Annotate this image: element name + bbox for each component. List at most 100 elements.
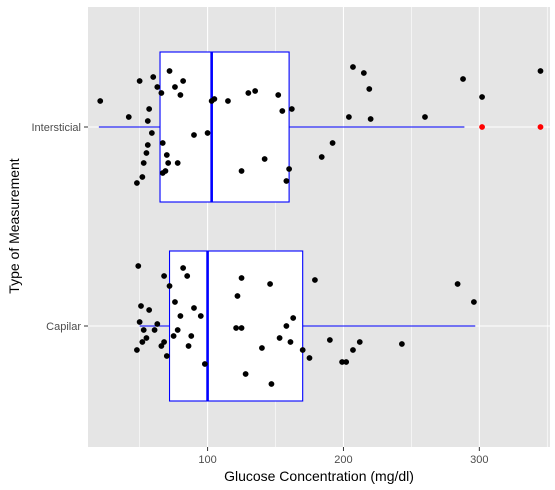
- points-layer: [97, 64, 544, 387]
- data-point-capilar: [238, 325, 245, 331]
- data-point-intersticial: [360, 70, 367, 76]
- data-point-intersticial: [422, 114, 428, 120]
- data-point-capilar: [454, 281, 461, 287]
- data-point-intersticial: [139, 174, 146, 180]
- data-point-intersticial: [158, 90, 165, 96]
- box-layer: [98, 51, 476, 402]
- data-point-capilar: [276, 335, 283, 341]
- data-point-intersticial: [172, 84, 178, 90]
- data-point-capilar: [170, 333, 177, 339]
- data-point-intersticial: [136, 78, 143, 84]
- data-point-capilar: [180, 265, 187, 271]
- data-point-capilar: [471, 299, 477, 305]
- data-point-intersticial: [261, 156, 268, 162]
- data-point-intersticial: [537, 68, 544, 74]
- data-point-capilar: [268, 381, 275, 387]
- box-intersticial: [159, 51, 290, 203]
- plot-panel: [88, 7, 550, 447]
- data-point-intersticial: [286, 166, 293, 172]
- x-tick-label: 200: [334, 454, 352, 466]
- data-point-capilar: [184, 273, 191, 279]
- data-point-intersticial: [144, 142, 151, 148]
- data-point-intersticial: [366, 86, 373, 92]
- data-point-capilar: [146, 307, 153, 313]
- data-point-intersticial: [143, 150, 150, 156]
- data-point-capilar: [312, 277, 318, 283]
- data-point-intersticial: [165, 160, 172, 166]
- data-point-capilar: [166, 283, 173, 289]
- data-point-intersticial: [460, 76, 466, 82]
- data-point-capilar: [326, 337, 333, 343]
- data-point-intersticial: [275, 92, 282, 98]
- data-point-intersticial: [479, 94, 485, 100]
- data-point-intersticial: [245, 90, 252, 96]
- data-point-capilar: [290, 315, 297, 321]
- data-point-capilar: [177, 313, 184, 319]
- data-point-capilar: [134, 347, 140, 353]
- x-tick-label: 100: [198, 454, 216, 466]
- data-point-capilar: [138, 303, 144, 309]
- data-point-intersticial: [162, 168, 169, 174]
- data-point-capilar: [188, 333, 195, 339]
- data-point-intersticial: [163, 152, 170, 158]
- data-point-intersticial: [329, 140, 336, 146]
- data-point-intersticial: [279, 108, 286, 114]
- data-point-capilar: [339, 359, 345, 365]
- data-point-capilar: [161, 339, 167, 345]
- data-point-intersticial: [252, 88, 259, 94]
- data-point-intersticial: [97, 98, 104, 104]
- x-tick-label: 300: [470, 454, 488, 466]
- data-point-capilar: [143, 335, 150, 341]
- data-point-intersticial: [166, 68, 173, 74]
- data-point-capilar: [299, 347, 306, 353]
- data-point-capilar: [233, 325, 240, 331]
- data-point-intersticial: [283, 178, 290, 184]
- data-point-intersticial: [177, 92, 184, 98]
- data-point-capilar: [161, 273, 167, 279]
- y-axis-ticks: Capilar Intersticial: [31, 122, 88, 333]
- data-point-intersticial: [191, 132, 197, 138]
- data-point-capilar: [283, 323, 290, 329]
- data-point-capilar: [398, 341, 405, 347]
- data-point-capilar: [163, 353, 170, 359]
- data-point-capilar: [242, 371, 249, 377]
- data-point-intersticial: [159, 140, 166, 146]
- data-point-capilar: [191, 305, 197, 311]
- data-point-capilar: [238, 275, 245, 281]
- data-point-intersticial: [238, 168, 245, 174]
- outlier-point-intersticial: [537, 124, 544, 130]
- outlier-point-intersticial: [479, 124, 485, 130]
- data-point-intersticial: [180, 78, 187, 84]
- data-point-intersticial: [367, 116, 374, 122]
- data-point-intersticial: [225, 98, 231, 104]
- data-point-capilar: [185, 343, 192, 349]
- data-point-intersticial: [140, 160, 147, 166]
- data-point-capilar: [136, 319, 143, 325]
- data-point-intersticial: [125, 114, 132, 120]
- data-point-capilar: [197, 313, 204, 319]
- data-point-capilar: [267, 281, 273, 287]
- data-point-intersticial: [211, 96, 218, 102]
- data-point-capilar: [201, 361, 208, 367]
- data-point-capilar: [151, 327, 158, 333]
- x-axis-title: Glucose Concentration (mg/dl): [224, 468, 414, 484]
- data-point-capilar: [139, 339, 146, 345]
- data-point-intersticial: [204, 130, 211, 136]
- data-point-intersticial: [146, 106, 153, 112]
- data-point-capilar: [135, 263, 142, 269]
- data-point-intersticial: [350, 64, 356, 70]
- data-point-intersticial: [174, 160, 181, 166]
- data-point-intersticial: [345, 114, 352, 120]
- data-point-capilar: [172, 299, 178, 305]
- data-point-capilar: [234, 293, 241, 299]
- data-point-intersticial: [154, 84, 161, 90]
- data-point-capilar: [306, 355, 313, 361]
- x-axis-ticks: 100 200 300: [198, 447, 489, 466]
- data-point-intersticial: [150, 74, 157, 80]
- data-point-intersticial: [134, 180, 140, 186]
- data-point-capilar: [259, 345, 265, 351]
- data-point-capilar: [350, 347, 356, 353]
- y-axis-title: Type of Measurement: [6, 158, 22, 294]
- data-point-capilar: [356, 339, 363, 345]
- data-point-capilar: [287, 339, 294, 345]
